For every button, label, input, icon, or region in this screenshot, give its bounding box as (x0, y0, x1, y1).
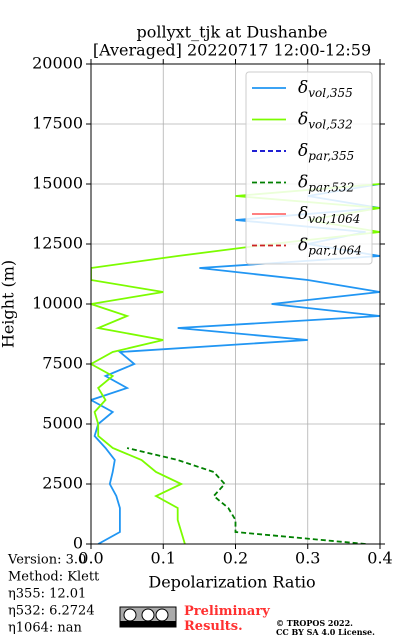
copyright: © TROPOS 2022. (276, 618, 353, 628)
chart-title: pollyxt_tjk at Dushanbe (136, 23, 327, 42)
y-tick-label: 2500 (42, 474, 83, 493)
legend-label: δpar,355 (298, 141, 354, 163)
plot-frame (90, 63, 381, 545)
legend-box (245, 71, 373, 265)
note: Method: Klett (8, 570, 100, 585)
legend-label: δpar,1064 (298, 235, 362, 257)
cc-logo-icon (141, 608, 155, 622)
note: η355: 12.01 (8, 587, 86, 602)
note: η532: 6.2724 (8, 604, 95, 619)
y-tick-label: 10000 (32, 294, 83, 313)
x-tick-label: 0.2 (223, 549, 248, 568)
x-tick-label: 0.3 (295, 549, 320, 568)
y-axis-label: Height (m) (0, 260, 18, 348)
chart-subtitle: [Averaged] 20220717 12:00-12:59 (93, 41, 371, 60)
copyright: CC BY SA 4.0 License. (276, 627, 375, 637)
cc-logo (119, 606, 177, 628)
series-line (126, 447, 366, 544)
note: η1064: nan (8, 621, 83, 636)
x-tick-label: 0.1 (151, 549, 176, 568)
cc-logo-band (120, 621, 176, 627)
cc-logo-icon (155, 608, 169, 622)
y-tick-label: 17500 (32, 114, 83, 133)
stamp: Preliminary Results. (184, 604, 270, 634)
y-tick-label: 0 (73, 534, 83, 553)
x-tick-label: 0.4 (367, 549, 392, 568)
note: Version: 3.0 (7, 553, 86, 568)
y-tick-label: 12500 (32, 234, 83, 253)
y-tick-label: 5000 (42, 414, 83, 433)
legend-label: δpar,532 (298, 172, 354, 194)
x-tick-label: 0.0 (78, 549, 103, 568)
legend-label: δvol,532 (298, 109, 353, 131)
legend-label: δvol,355 (298, 78, 353, 100)
y-tick-label: 15000 (32, 174, 83, 193)
cc-logo-icon (123, 608, 137, 622)
y-tick-label: 20000 (32, 54, 83, 73)
legend-label: δvol,1064 (298, 204, 360, 226)
y-tick-label: 7500 (42, 354, 83, 373)
x-axis-label: Depolarization Ratio (148, 573, 315, 592)
